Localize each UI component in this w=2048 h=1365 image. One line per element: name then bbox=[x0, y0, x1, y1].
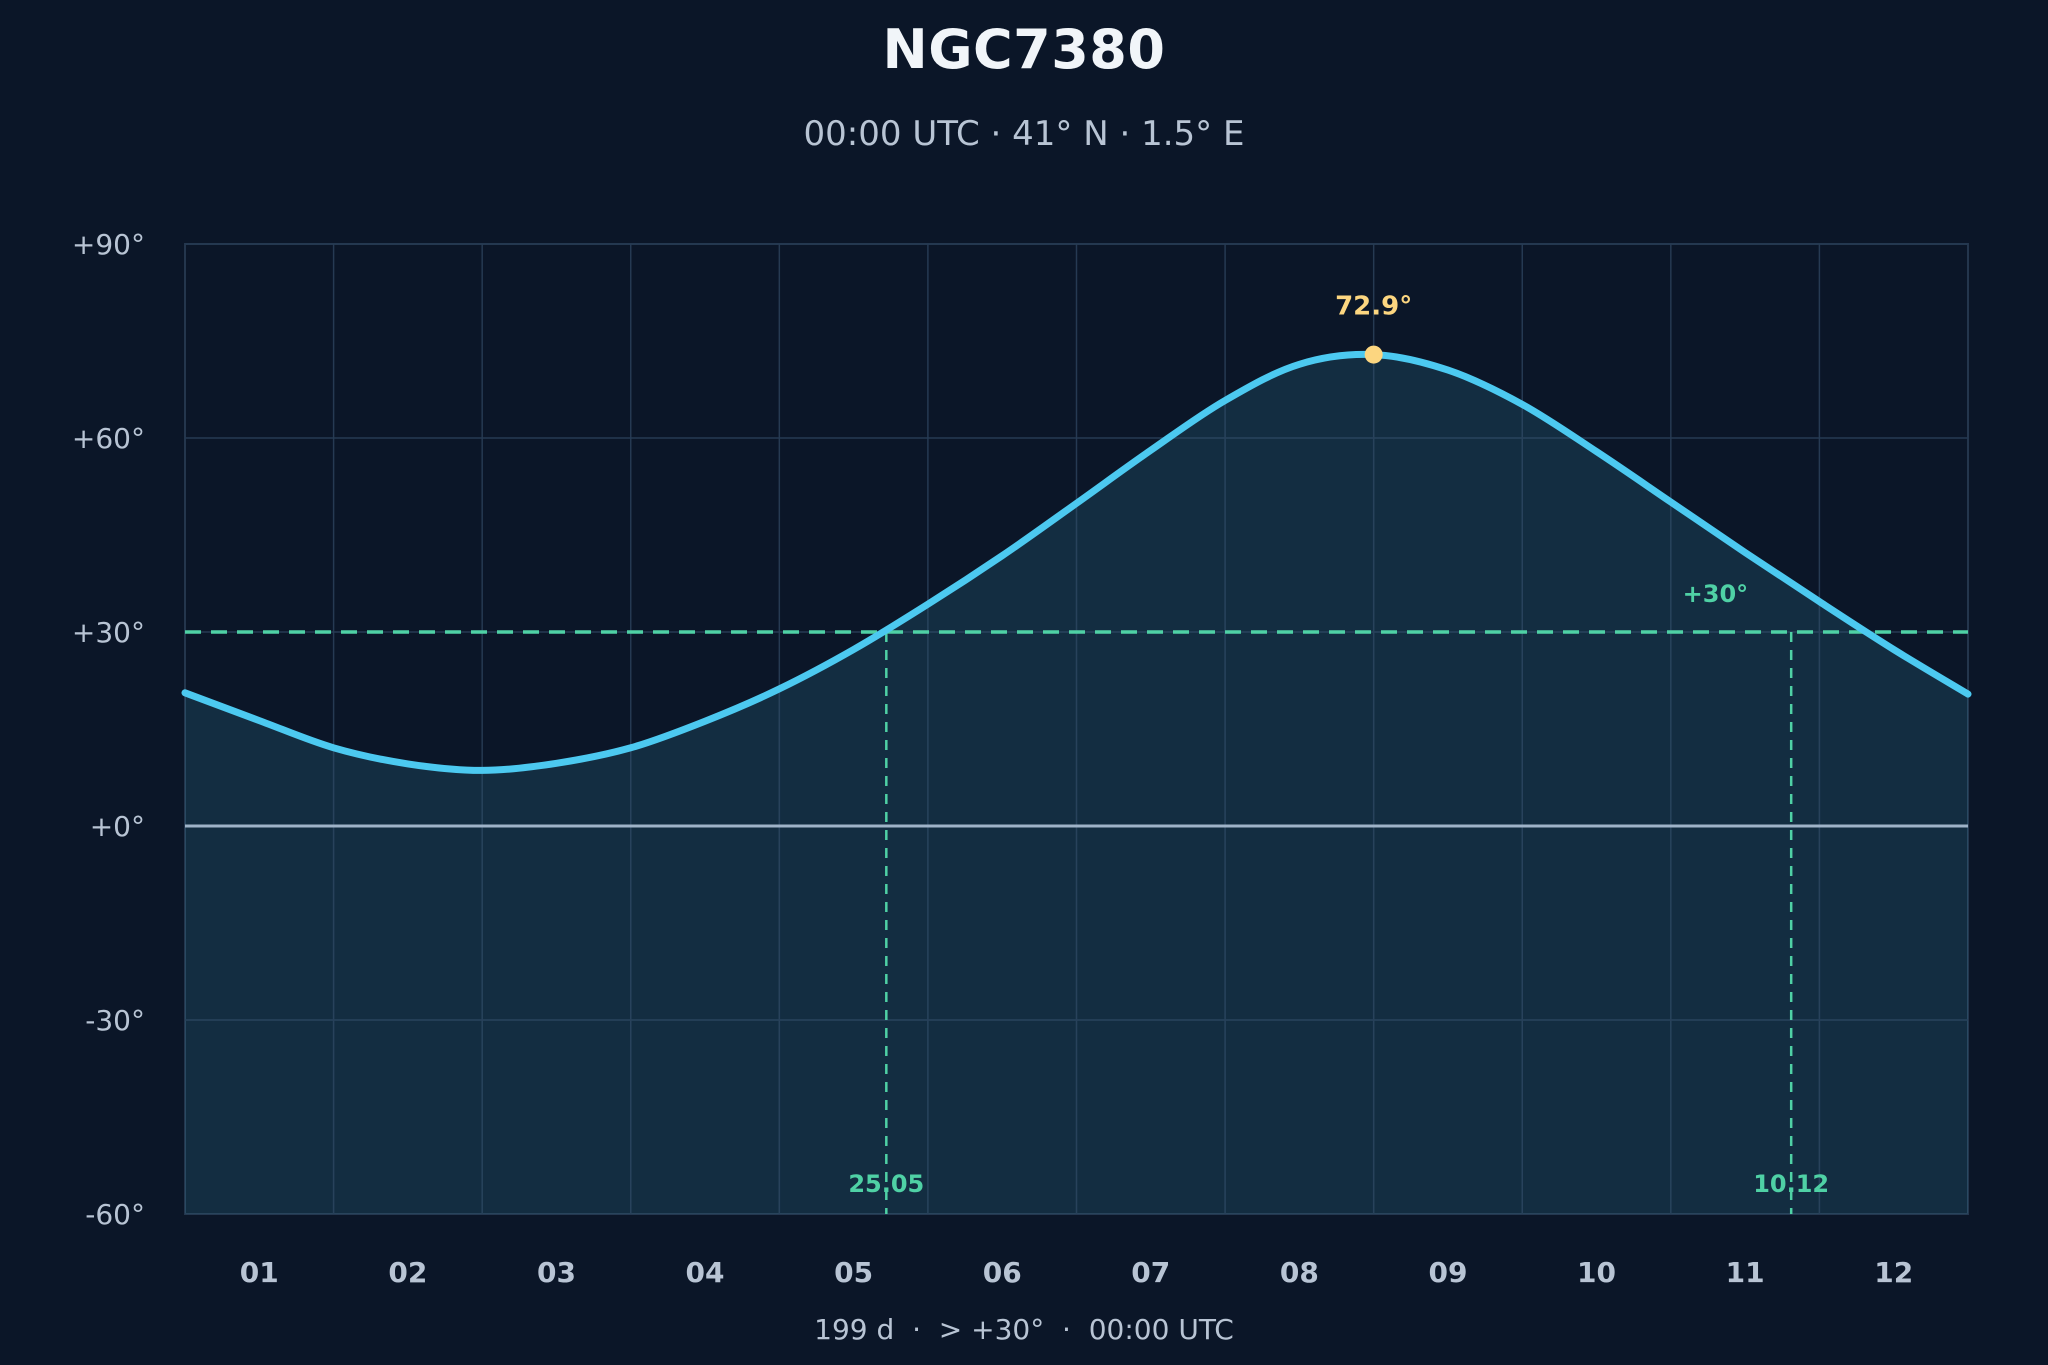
x-tick-label: 12 bbox=[1874, 1256, 1913, 1289]
y-tick-label: -60° bbox=[85, 1198, 145, 1231]
crossing-label: 10.12 bbox=[1753, 1170, 1829, 1198]
annotations: 72.9° +30° 25.05 10.12 bbox=[848, 292, 1829, 1198]
x-tick-label: 06 bbox=[983, 1256, 1022, 1289]
x-tick-label: 10 bbox=[1577, 1256, 1616, 1289]
x-tick-label: 09 bbox=[1428, 1256, 1467, 1289]
x-tick-label: 05 bbox=[834, 1256, 873, 1289]
altitude-line bbox=[181, 350, 1972, 774]
series-layer bbox=[181, 350, 1972, 774]
y-tick-label: +30° bbox=[72, 616, 145, 649]
x-tick-label: 02 bbox=[388, 1256, 427, 1289]
chart-footer: 199 d · > +30° · 00:00 UTC bbox=[814, 1313, 1234, 1346]
peak-marker bbox=[1364, 345, 1383, 364]
x-tick-label: 07 bbox=[1131, 1256, 1170, 1289]
crossing-label: 25.05 bbox=[848, 1170, 924, 1198]
x-tick-label: 08 bbox=[1280, 1256, 1319, 1289]
x-tick-label: 04 bbox=[686, 1256, 725, 1289]
y-tick-label: +0° bbox=[90, 810, 145, 843]
peak-label: 72.9° bbox=[1335, 292, 1412, 322]
threshold-label: +30° bbox=[1683, 580, 1749, 608]
y-tick-label: +60° bbox=[72, 422, 145, 455]
reference-lines bbox=[185, 630, 1968, 1214]
x-tick-label: 11 bbox=[1726, 1256, 1765, 1289]
x-tick-label: 03 bbox=[537, 1256, 576, 1289]
axes: +90° +60° +30° +0° -30° -60° 01 02 03 04 05 06 07 08 0… bbox=[72, 228, 1913, 1289]
x-tick-label: 01 bbox=[240, 1256, 279, 1289]
y-tick-label: -30° bbox=[85, 1004, 145, 1037]
chart-title: NGC7380 bbox=[882, 18, 1166, 81]
chart-subtitle: 00:00 UTC · 41° N · 1.5° E bbox=[803, 114, 1245, 154]
y-tick-label: +90° bbox=[72, 228, 145, 261]
